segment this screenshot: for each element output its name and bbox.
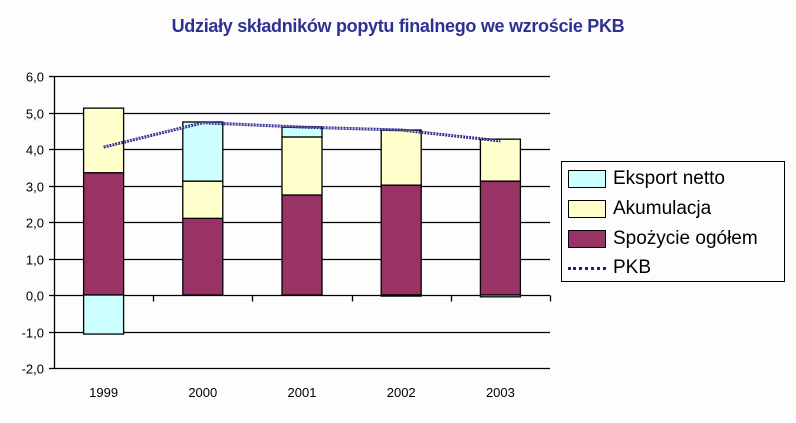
legend-label: Spożycie ogółem <box>613 228 758 249</box>
legend-swatch-spozycie <box>568 230 606 248</box>
y-tick-label: 3,0 <box>26 180 44 195</box>
y-tick-label: -2,0 <box>22 362 44 377</box>
bar-segment <box>82 107 125 174</box>
y-tick-label: 2,0 <box>26 216 44 231</box>
x-tick-label: 1999 <box>89 385 118 400</box>
y-tick-label: 6,0 <box>26 70 44 85</box>
x-tick-label: 2002 <box>387 385 416 400</box>
legend-swatch-akumulacja <box>568 200 606 218</box>
bar-segment <box>281 136 323 196</box>
legend-swatch-eksport-netto <box>568 170 606 188</box>
legend-label: Akumulacja <box>613 198 712 219</box>
bar-segment <box>182 217 224 296</box>
x-tick-label: 2003 <box>486 385 515 400</box>
bar-segment <box>182 121 224 182</box>
bar-segment <box>281 194 323 296</box>
y-tick-label: 0,0 <box>26 289 44 304</box>
chart-legend: Eksport netto Akumulacja Spożycie ogółem… <box>561 161 785 282</box>
legend-item-eksport-netto: Eksport netto <box>568 167 725 191</box>
legend-label: PKB <box>613 257 652 278</box>
bar-segment <box>82 172 125 296</box>
y-tick-label: -1,0 <box>22 326 44 341</box>
y-tick-label: 1,0 <box>26 253 44 268</box>
pkb-line-pattern <box>103 122 501 148</box>
bar-segment <box>479 294 522 298</box>
bar-segment <box>380 294 422 297</box>
legend-item-pkb: PKB <box>568 256 651 280</box>
bar-segment <box>479 138 522 182</box>
bar-segment <box>182 180 224 219</box>
bar-segment <box>380 129 422 186</box>
y-tick-label: 4,0 <box>26 143 44 158</box>
legend-item-akumulacja: Akumulacja <box>568 197 711 221</box>
bar-segment <box>479 180 522 296</box>
x-tick-label: 2001 <box>288 385 317 400</box>
bar-segment <box>380 184 422 296</box>
bar-segment <box>82 294 125 335</box>
legend-line-pkb <box>568 266 606 270</box>
y-tick-label: 5,0 <box>26 107 44 122</box>
legend-item-spozycie: Spożycie ogółem <box>568 227 758 251</box>
chart-title: Udziały składników popytu finalnego we w… <box>171 16 625 36</box>
x-tick-label: 2000 <box>188 385 217 400</box>
legend-label: Eksport netto <box>613 168 725 189</box>
